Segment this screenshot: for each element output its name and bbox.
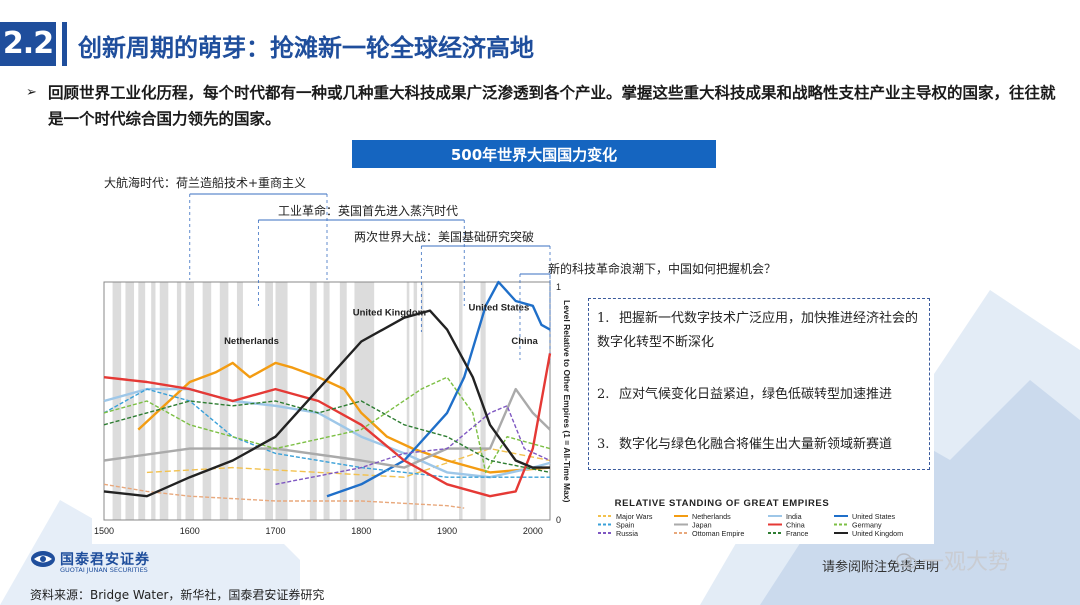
legend-entry: Major Wars — [616, 512, 653, 521]
war-band — [265, 282, 273, 520]
legend-entry: France — [786, 529, 808, 538]
war-band — [125, 282, 135, 520]
point-2: 2. 应对气候变化日益紧迫，绿色低碳转型加速推进 — [597, 383, 923, 407]
company-logo-text: 国泰君安证券 — [60, 552, 150, 568]
war-band — [421, 282, 424, 520]
legend-entry: India — [786, 512, 802, 521]
war-band — [406, 282, 410, 520]
wechat-watermark-icon — [896, 553, 917, 569]
company-logo-icon — [31, 551, 55, 567]
legend-entry: United Kingdom — [852, 529, 903, 538]
chart-header: 500年世界大国国力变化 — [352, 140, 716, 170]
war-band — [275, 282, 288, 520]
point-3-number: 3. — [597, 437, 610, 452]
war-band — [339, 282, 347, 520]
series-line-united-states — [326, 280, 551, 498]
great-empires-chart: Netherlands United Kingdom United States Ch… — [94, 193, 903, 538]
era-label-age-of-discovery: 大航海时代：荷兰造船技术+重商主义 — [104, 176, 307, 190]
point-1-text: 把握新一代数字技术广泛应用，加快推进经济社会的数字化转型不断深化 — [597, 311, 919, 350]
series-line-france — [103, 400, 551, 474]
key-points-box: 1. 把握新一代数字技术广泛应用，加快推进经济社会的数字化转型不断深化 2. 应对气… — [588, 298, 930, 470]
point-1: 1. 把握新一代数字技术广泛应用，加快推进经济社会的数字化转型不断深化 — [597, 307, 923, 355]
era-label-new-revolution: 新的科技革命浪潮下，中国如何把握机会？ — [548, 262, 777, 276]
series-line-netherlands — [137, 361, 551, 474]
series-line-japan — [103, 387, 551, 469]
series-line-china — [103, 353, 552, 498]
legend-entry: United States — [852, 512, 896, 521]
era-label-industrial-revolution: 工业革命：英国首先进入蒸汽时代 — [278, 204, 459, 218]
war-band — [151, 282, 156, 520]
source-note: 资料来源：Bridge Water，新华社，国泰君安证券研究 — [30, 588, 325, 602]
legend-entry: Japan — [692, 521, 712, 530]
legend-entry: Netherlands — [692, 512, 731, 521]
bullet-text: 回顾世界工业化历程，每个时代都有一种或几种重大科技成果广泛渗透到各个产业。掌握这… — [48, 84, 1056, 128]
slide-header: 2.2 创新周期的萌芽：抢滩新一轮全球经济高地 — [0, 0, 1080, 82]
legend-entry: Germany — [852, 521, 882, 530]
key-point-bullet: ➢ 回顾世界工业化历程，每个时代都有一种或几种重大科技成果广泛渗透到各个产业。掌… — [26, 80, 1066, 132]
war-band — [138, 282, 146, 520]
point-2-text: 应对气候变化日益紧迫，绿色低碳转型加速推进 — [619, 387, 893, 402]
x-tick-label: 1600 — [180, 526, 200, 536]
legend-entry: Spain — [616, 521, 634, 530]
x-tick-label: 1800 — [351, 526, 371, 536]
point-3-text: 数字化与绿色化融合将催生出大量新领域新赛道 — [619, 437, 893, 452]
war-band — [112, 282, 122, 520]
y-axis-label: Level Relative to Other Empires (1 = All… — [562, 300, 572, 503]
x-tick-label: 1500 — [94, 526, 114, 536]
y-tick-label: 1 — [556, 282, 561, 292]
chart-panel: Netherlands United Kingdom United States Ch… — [92, 168, 934, 544]
inline-label-netherlands: Netherlands — [224, 336, 279, 347]
war-band — [309, 282, 317, 520]
company-logo-english: GUOTAI JUNAN SECURITIES — [60, 566, 148, 574]
x-tick-label: 1900 — [437, 526, 457, 536]
war-band — [176, 282, 182, 520]
legend-entry: Russia — [616, 529, 638, 538]
war-band — [413, 282, 418, 520]
bullet-arrow-icon: ➢ — [26, 85, 37, 100]
inline-label-united-kingdom: United Kingdom — [353, 307, 426, 318]
war-band — [480, 282, 486, 520]
war-band — [459, 282, 463, 520]
inline-label-united-states: United States — [469, 303, 530, 314]
war-band — [202, 282, 212, 520]
war-band — [219, 282, 229, 520]
x-tick-label: 2000 — [523, 526, 543, 536]
war-band — [159, 282, 169, 520]
era-label-world-wars: 两次世界大战：美国基础研究突破 — [354, 230, 535, 244]
section-divider — [62, 22, 67, 66]
war-band — [323, 282, 330, 520]
legend-entry: Ottoman Empire — [692, 529, 744, 538]
inline-label-china: China — [511, 336, 538, 347]
section-title: 创新周期的萌芽：抢滩新一轮全球经济高地 — [78, 34, 534, 62]
series-line-russia — [275, 405, 551, 485]
channel-watermark: 一观大势 — [922, 550, 1011, 575]
series-line-united-kingdom — [103, 309, 550, 498]
y-tick-label: 0 — [556, 515, 561, 525]
x-tick-label: 1700 — [266, 526, 286, 536]
section-number: 2.2 — [0, 22, 56, 66]
chart-title: RELATIVE STANDING OF GREAT EMPIRES — [615, 498, 830, 509]
legend-entry: China — [786, 521, 805, 530]
point-2-number: 2. — [597, 387, 610, 402]
series-line-ottoman-empire — [103, 483, 465, 509]
point-1-number: 1. — [597, 311, 610, 326]
point-3: 3. 数字化与绿色化融合将催生出大量新领域新赛道 — [597, 433, 923, 457]
